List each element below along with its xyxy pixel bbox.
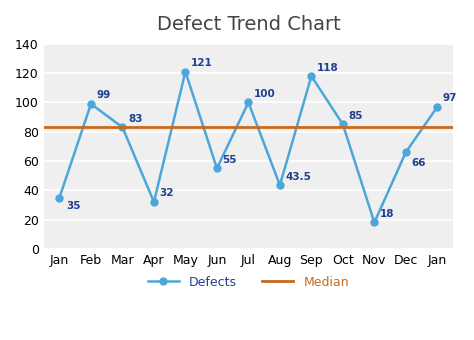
Legend: Defects, Median: Defects, Median (143, 271, 354, 294)
Defects (214, 166, 220, 170)
Defects (56, 195, 62, 200)
Defects (435, 105, 440, 109)
Text: 99: 99 (97, 90, 111, 100)
Text: 97: 97 (443, 93, 457, 103)
Text: 100: 100 (254, 89, 276, 99)
Defects (88, 102, 94, 106)
Text: 55: 55 (222, 155, 237, 165)
Text: 32: 32 (159, 188, 174, 199)
Defects (403, 150, 409, 154)
Defects (119, 125, 125, 129)
Text: 83: 83 (128, 114, 143, 124)
Text: 85: 85 (348, 111, 363, 121)
Defects (151, 200, 157, 204)
Title: Defect Trend Chart: Defect Trend Chart (156, 15, 340, 34)
Defects (277, 183, 283, 187)
Line: Defects: Defects (56, 68, 441, 226)
Text: 43.5: 43.5 (285, 172, 311, 182)
Defects (182, 70, 188, 74)
Text: 118: 118 (317, 63, 339, 72)
Defects (309, 74, 314, 78)
Defects (372, 220, 377, 224)
Text: 35: 35 (66, 201, 81, 211)
Text: 121: 121 (191, 58, 213, 68)
Median (56, 125, 62, 129)
Defects (246, 100, 251, 104)
Median (88, 125, 94, 129)
Text: 66: 66 (411, 158, 426, 168)
Text: 18: 18 (380, 209, 394, 219)
Defects (340, 122, 346, 126)
